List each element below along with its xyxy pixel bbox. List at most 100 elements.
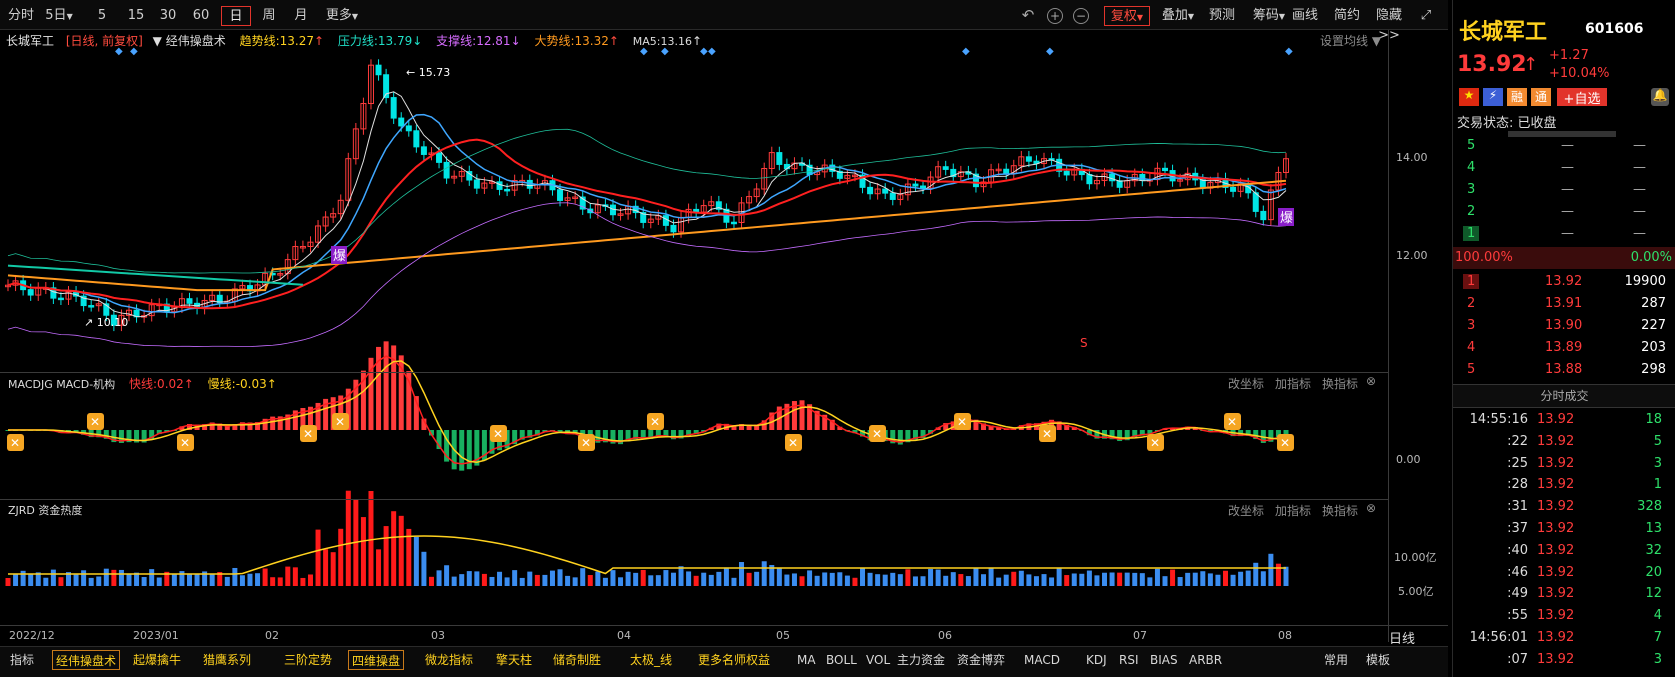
zoom-out-icon[interactable]: −: [1073, 8, 1089, 24]
zoom-in-icon[interactable]: +: [1047, 8, 1063, 24]
tab-week[interactable]: 周: [262, 8, 276, 23]
cross-signal-icon: [647, 413, 664, 430]
bottom-tab-10[interactable]: 更多名师权益: [698, 653, 771, 667]
candle-body: [1109, 173, 1116, 182]
macd-bar: [126, 430, 132, 443]
bottom-tab-8[interactable]: 储奇制胜: [553, 653, 602, 667]
bottom-tab-19[interactable]: BIAS: [1150, 653, 1178, 667]
bottom-tab-7[interactable]: 擎天柱: [496, 653, 533, 667]
macd-bar: [1049, 419, 1055, 430]
macd-label: MACDJG MACD-机构: [8, 378, 116, 391]
draw-button[interactable]: 画线: [1291, 8, 1318, 23]
macd-add-indicator[interactable]: 加指标: [1275, 377, 1312, 391]
overlay-button[interactable]: 叠加▼: [1158, 6, 1198, 26]
candle-body: [761, 168, 768, 190]
tab-intraday[interactable]: 分时: [7, 8, 34, 23]
simple-button[interactable]: 简约: [1333, 8, 1360, 23]
fund-heat-bar: [1215, 574, 1221, 586]
ask-price: —: [1561, 204, 1574, 219]
bottom-tab-13[interactable]: VOL: [866, 653, 891, 667]
candle-body: [110, 314, 117, 326]
tab-30min[interactable]: 30: [159, 8, 177, 23]
kline-chart[interactable]: ◆ ◆ ◆ ◆ ◆ ◆ ◆ ◆ ◆← 15.73↗ 10.10爆爆S✕✕✕✕✕✕✕✕✕✕✕✕✕✕…: [0, 30, 1388, 660]
indicator-label[interactable]: ▼ 经伟操盘术: [152, 34, 226, 48]
bottom-tab-6[interactable]: 微龙指标: [425, 653, 474, 667]
close-icon[interactable]: ⊗: [1366, 374, 1377, 388]
bottom-tab-15[interactable]: 资金博弈: [957, 653, 1006, 667]
bottom-tab-0[interactable]: 指标: [10, 653, 35, 667]
fund-heat-bar: [973, 567, 979, 586]
fund-heat-bar: [1268, 553, 1274, 586]
tab-month[interactable]: 月: [294, 8, 308, 23]
zjrd-add-indicator[interactable]: 加指标: [1275, 504, 1312, 518]
fund-heat-bar: [1283, 566, 1289, 586]
candle-body: [957, 171, 964, 178]
bottom-tab-21[interactable]: 常用: [1324, 653, 1349, 667]
bottom-tab-5[interactable]: 四维操盘: [348, 650, 405, 670]
macd-swap-indicator[interactable]: 换指标: [1322, 377, 1359, 391]
trade-price: 13.92: [1537, 608, 1575, 624]
macd-bar: [376, 346, 382, 430]
tab-day[interactable]: 日: [221, 6, 251, 26]
fullscreen-icon[interactable]: ⤢: [1420, 8, 1432, 23]
bottom-tab-12[interactable]: BOLL: [826, 653, 857, 667]
fund-heat-bar: [126, 573, 132, 586]
bottom-tab-22[interactable]: 模板: [1366, 653, 1391, 667]
cross-signal-icon: [954, 413, 971, 430]
macd-change-axis[interactable]: 改坐标: [1228, 377, 1265, 391]
macd-bar: [444, 430, 450, 462]
zjrd-tick-5: 5.00亿: [1398, 585, 1434, 598]
tab-5min[interactable]: 5: [97, 8, 107, 23]
connect-tag[interactable]: 通: [1531, 88, 1551, 106]
dropdown-icon: ▼: [1187, 12, 1195, 21]
ask-volume: —: [1633, 160, 1646, 175]
date-tick: 02: [265, 629, 279, 642]
set-ma-button[interactable]: 设置均线 ▼: [1320, 34, 1382, 48]
zjrd-swap-indicator[interactable]: 换指标: [1322, 504, 1359, 518]
fund-heat-bar: [852, 577, 858, 586]
dropdown-icon: ▼: [351, 12, 359, 21]
tab-more-label: 更多: [325, 8, 352, 23]
bell-icon[interactable]: 🔔: [1651, 88, 1669, 106]
bottom-tab-11[interactable]: MA: [797, 653, 816, 667]
candle-body: [708, 201, 715, 207]
fund-heat-bar: [739, 562, 745, 586]
macd-bar: [383, 341, 389, 430]
trade-time: :55: [1507, 608, 1528, 624]
macd-bar: [134, 430, 140, 443]
fund-heat-bar: [1132, 572, 1138, 586]
panel-collapse-handle[interactable]: [1508, 131, 1616, 137]
bottom-tab-14[interactable]: 主力资金: [897, 653, 946, 667]
bottom-tab-17[interactable]: KDJ: [1086, 653, 1107, 667]
macd-bar: [217, 423, 223, 430]
bottom-tab-2[interactable]: 起爆擒牛: [133, 653, 182, 667]
add-watchlist-button[interactable]: +自选: [1557, 88, 1607, 107]
tab-5day[interactable]: 5日▼: [42, 6, 76, 26]
macd-slow: 慢线:-0.03: [207, 377, 267, 391]
undo-icon[interactable]: ↶: [1021, 6, 1035, 24]
tab-60min[interactable]: 60: [192, 8, 210, 23]
hide-button[interactable]: 隐藏>>: [1375, 8, 1402, 43]
bottom-tab-9[interactable]: 太极_线: [630, 653, 673, 667]
bid-row: 3 13.90 227: [1453, 318, 1675, 340]
trade-time: 14:56:01: [1469, 630, 1528, 645]
tab-15min[interactable]: 15: [127, 8, 145, 23]
margin-tag[interactable]: 融: [1507, 88, 1527, 106]
fuquan-button[interactable]: 复权▼: [1104, 6, 1150, 26]
forecast-button[interactable]: 预测: [1208, 8, 1235, 23]
zjrd-change-axis[interactable]: 改坐标: [1228, 504, 1265, 518]
macd-bar: [277, 416, 283, 430]
fund-heat-bar: [436, 570, 442, 586]
macd-bar: [897, 430, 903, 445]
signal-diamond-icon: ◆: [661, 46, 669, 57]
bottom-tab-4[interactable]: 三阶定势: [284, 653, 333, 667]
chips-button[interactable]: 筹码▼: [1249, 6, 1289, 26]
bottom-tab-18[interactable]: RSI: [1119, 653, 1139, 667]
bottom-tab-20[interactable]: ARBR: [1189, 653, 1223, 667]
close-icon[interactable]: ⊗: [1366, 501, 1377, 515]
bottom-tab-3[interactable]: 猎鹰系列: [203, 653, 252, 667]
bottom-tab-16[interactable]: MACD: [1024, 653, 1060, 667]
tab-more[interactable]: 更多▼: [322, 6, 362, 26]
ask-volume: —: [1633, 204, 1646, 219]
bottom-tab-1[interactable]: 经伟操盘术: [52, 650, 121, 670]
